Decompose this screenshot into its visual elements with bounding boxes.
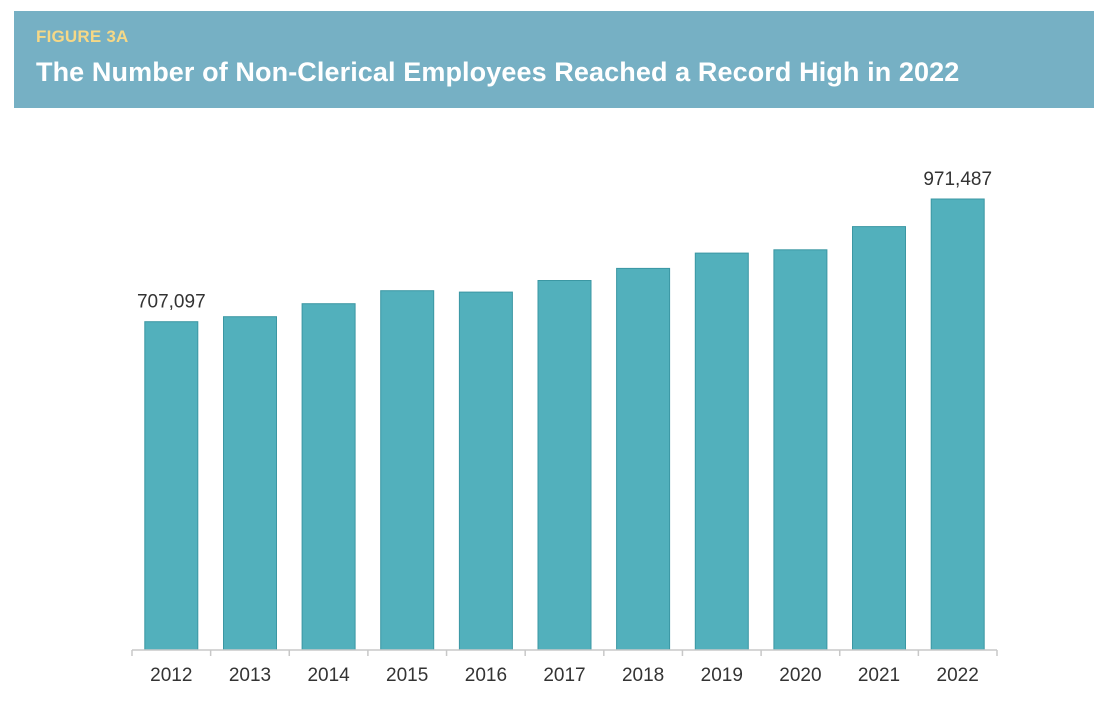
bar-2021 — [852, 226, 906, 651]
x-tick-label-2022: 2022 — [937, 665, 979, 686]
x-tick-label-2018: 2018 — [622, 665, 664, 686]
x-tick-label-2021: 2021 — [858, 665, 900, 686]
bars-group — [144, 198, 985, 651]
data-label-2022: 971,487 — [923, 169, 992, 190]
bar-2016 — [458, 291, 513, 651]
bar-2015 — [380, 290, 435, 651]
bar-2013 — [223, 316, 277, 651]
x-tick-label-2014: 2014 — [307, 665, 350, 686]
figure-label: FIGURE 3A — [36, 27, 129, 46]
x-tick-label-2017: 2017 — [543, 665, 585, 686]
bar-2022 — [930, 198, 985, 651]
chart-title: The Number of Non-Clerical Employees Rea… — [36, 57, 960, 87]
bar-2012 — [144, 321, 199, 651]
x-tick-label-2016: 2016 — [465, 665, 507, 686]
x-tick-label-2012: 2012 — [150, 665, 192, 686]
bar-2017 — [537, 280, 592, 651]
x-tick-label-2019: 2019 — [701, 665, 743, 686]
figure-header: FIGURE 3A The Number of Non-Clerical Emp… — [14, 11, 1094, 108]
x-tick-label-2020: 2020 — [779, 665, 821, 686]
bar-2014 — [301, 303, 356, 651]
bar-2019 — [694, 252, 749, 651]
bar-2018 — [616, 267, 671, 651]
x-tick-label-2013: 2013 — [229, 665, 271, 686]
x-axis-ticks-group: 2012 2013 2014 2015 2016 2017 2018 2019 2020 2021… — [131, 650, 998, 686]
x-tick-label-2015: 2015 — [386, 665, 428, 686]
bar-2020 — [773, 249, 828, 651]
data-labels-group: 707,097 971,487 — [137, 169, 992, 313]
data-label-2012: 707,097 — [137, 292, 206, 313]
